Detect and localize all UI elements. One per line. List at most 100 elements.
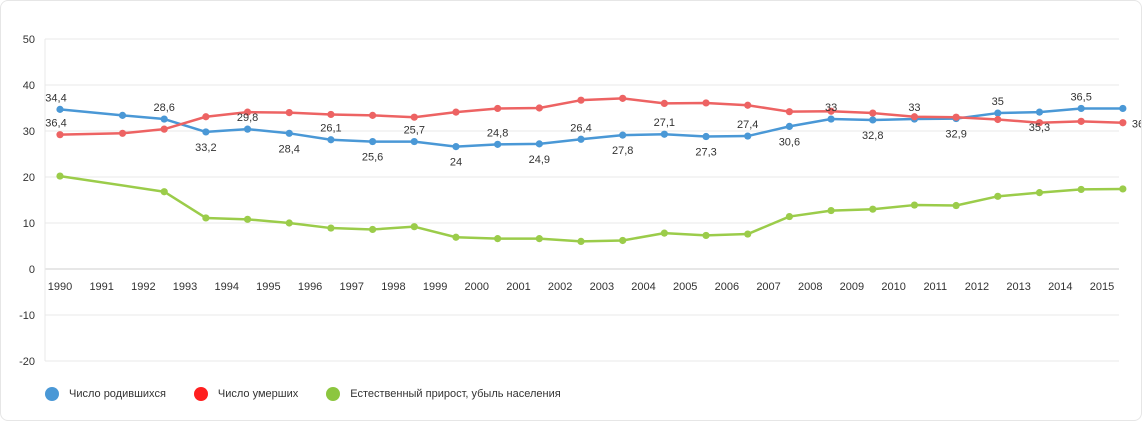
series-line-natural-growth: [59, 174, 1123, 243]
data-point-births: [494, 140, 502, 148]
y-tick-label: -10: [19, 310, 35, 322]
data-point-births: [243, 125, 252, 133]
x-tick-label: 2006: [715, 281, 739, 293]
x-tick-label: 1991: [89, 281, 113, 293]
x-tick-label: 2007: [756, 281, 780, 293]
data-point-births: [535, 140, 543, 148]
data-point-deaths: [619, 94, 627, 102]
data-point-births: [160, 115, 168, 123]
data-point-deaths: [744, 101, 752, 109]
x-tick-label: 2010: [881, 281, 905, 293]
legend-marker-natural-growth: [326, 387, 341, 401]
legend-item-natural-growth[interactable]: Естественный прирост, убыль населения: [326, 387, 561, 401]
data-point-natural-growth: [160, 188, 168, 196]
data-point-natural-growth: [660, 229, 668, 237]
data-label: 33: [825, 102, 837, 114]
data-point-deaths: [327, 110, 335, 119]
y-tick-label: 20: [23, 172, 35, 184]
data-label: 28,4: [279, 143, 300, 155]
data-point-natural-growth: [494, 235, 502, 243]
y-tick-label: 50: [23, 34, 35, 46]
data-label: 28,6: [153, 102, 174, 114]
data-point-deaths: [56, 131, 64, 139]
data-label: 27,8: [612, 145, 633, 157]
data-label: 33,2: [195, 142, 216, 154]
x-tick-label: 1999: [423, 281, 447, 293]
data-point-deaths: [785, 108, 794, 116]
data-point-births: [452, 143, 460, 151]
legend-label-births: Число родившихся: [69, 388, 166, 400]
y-tick-label: 10: [23, 218, 35, 230]
data-point-natural-growth: [452, 233, 460, 241]
x-tick-label: 2011: [923, 281, 947, 293]
x-tick-label: 2002: [548, 281, 572, 293]
x-tick-label: 2014: [1048, 281, 1072, 293]
x-tick-label: 1996: [298, 281, 322, 293]
data-point-births: [1035, 108, 1044, 116]
data-point-births: [577, 135, 585, 143]
series-line-deaths: [59, 97, 1123, 136]
data-point-deaths: [577, 96, 585, 104]
data-point-deaths: [1035, 119, 1044, 127]
data-point-natural-growth: [785, 212, 794, 221]
data-point-births: [827, 115, 835, 123]
data-label: 27,4: [737, 119, 758, 131]
data-label: 26,4: [570, 122, 591, 134]
data-point-deaths: [1119, 119, 1127, 127]
data-point-natural-growth: [619, 236, 627, 245]
data-point-natural-growth: [869, 205, 877, 213]
data-point-births: [660, 130, 668, 138]
x-tick-label: 2001: [506, 281, 530, 293]
x-tick-label: 1998: [381, 281, 405, 293]
data-point-deaths: [994, 115, 1002, 124]
data-point-deaths: [494, 104, 502, 113]
y-tick-label: 0: [29, 264, 35, 276]
data-label: 35: [992, 96, 1004, 108]
data-point-deaths: [118, 129, 127, 137]
series-line-births: [59, 107, 1123, 148]
data-point-deaths: [452, 108, 460, 116]
data-point-deaths: [827, 107, 835, 115]
data-point-deaths: [160, 125, 168, 133]
data-point-births: [702, 132, 710, 141]
data-label: 35,3: [1029, 122, 1050, 134]
chart-legend: Число родившихся Число умерших Естествен…: [45, 387, 589, 401]
data-point-natural-growth: [1035, 189, 1044, 197]
data-label: 25,6: [362, 152, 383, 164]
x-tick-label: 2000: [465, 281, 489, 293]
x-tick-label: 2015: [1090, 281, 1114, 293]
legend-item-deaths[interactable]: Число умерших: [193, 387, 299, 401]
data-label: 32,8: [862, 130, 883, 142]
data-point-deaths: [202, 113, 210, 121]
data-point-births: [785, 122, 794, 130]
x-tick-label: 2004: [631, 281, 655, 293]
data-label: 25,7: [404, 125, 425, 137]
data-point-natural-growth: [994, 192, 1002, 200]
data-label: 33: [908, 102, 920, 114]
data-point-deaths: [702, 99, 710, 107]
data-point-births: [369, 137, 377, 146]
y-tick-label: 30: [23, 126, 35, 138]
x-tick-label: 2012: [965, 281, 989, 293]
legend-label-deaths: Число умерших: [217, 388, 299, 400]
data-point-births: [202, 128, 210, 136]
data-point-natural-growth: [285, 219, 293, 227]
data-label: 36,4: [45, 118, 66, 130]
y-tick-label: -20: [19, 356, 35, 368]
data-point-births: [1077, 104, 1085, 113]
data-label: 24,8: [487, 127, 508, 139]
data-point-deaths: [369, 111, 377, 119]
data-point-natural-growth: [577, 237, 585, 245]
data-point-births: [410, 137, 418, 146]
x-tick-label: 1990: [48, 281, 72, 293]
x-tick-label: 1994: [214, 281, 238, 293]
legend-item-births[interactable]: Число родившихся: [45, 387, 166, 401]
data-point-natural-growth: [952, 201, 960, 210]
data-point-deaths: [285, 109, 293, 117]
x-tick-label: 1997: [340, 281, 364, 293]
data-point-natural-growth: [1119, 185, 1127, 193]
data-point-deaths: [1077, 117, 1085, 125]
data-point-births: [869, 116, 877, 124]
data-label: 30,6: [779, 136, 800, 148]
